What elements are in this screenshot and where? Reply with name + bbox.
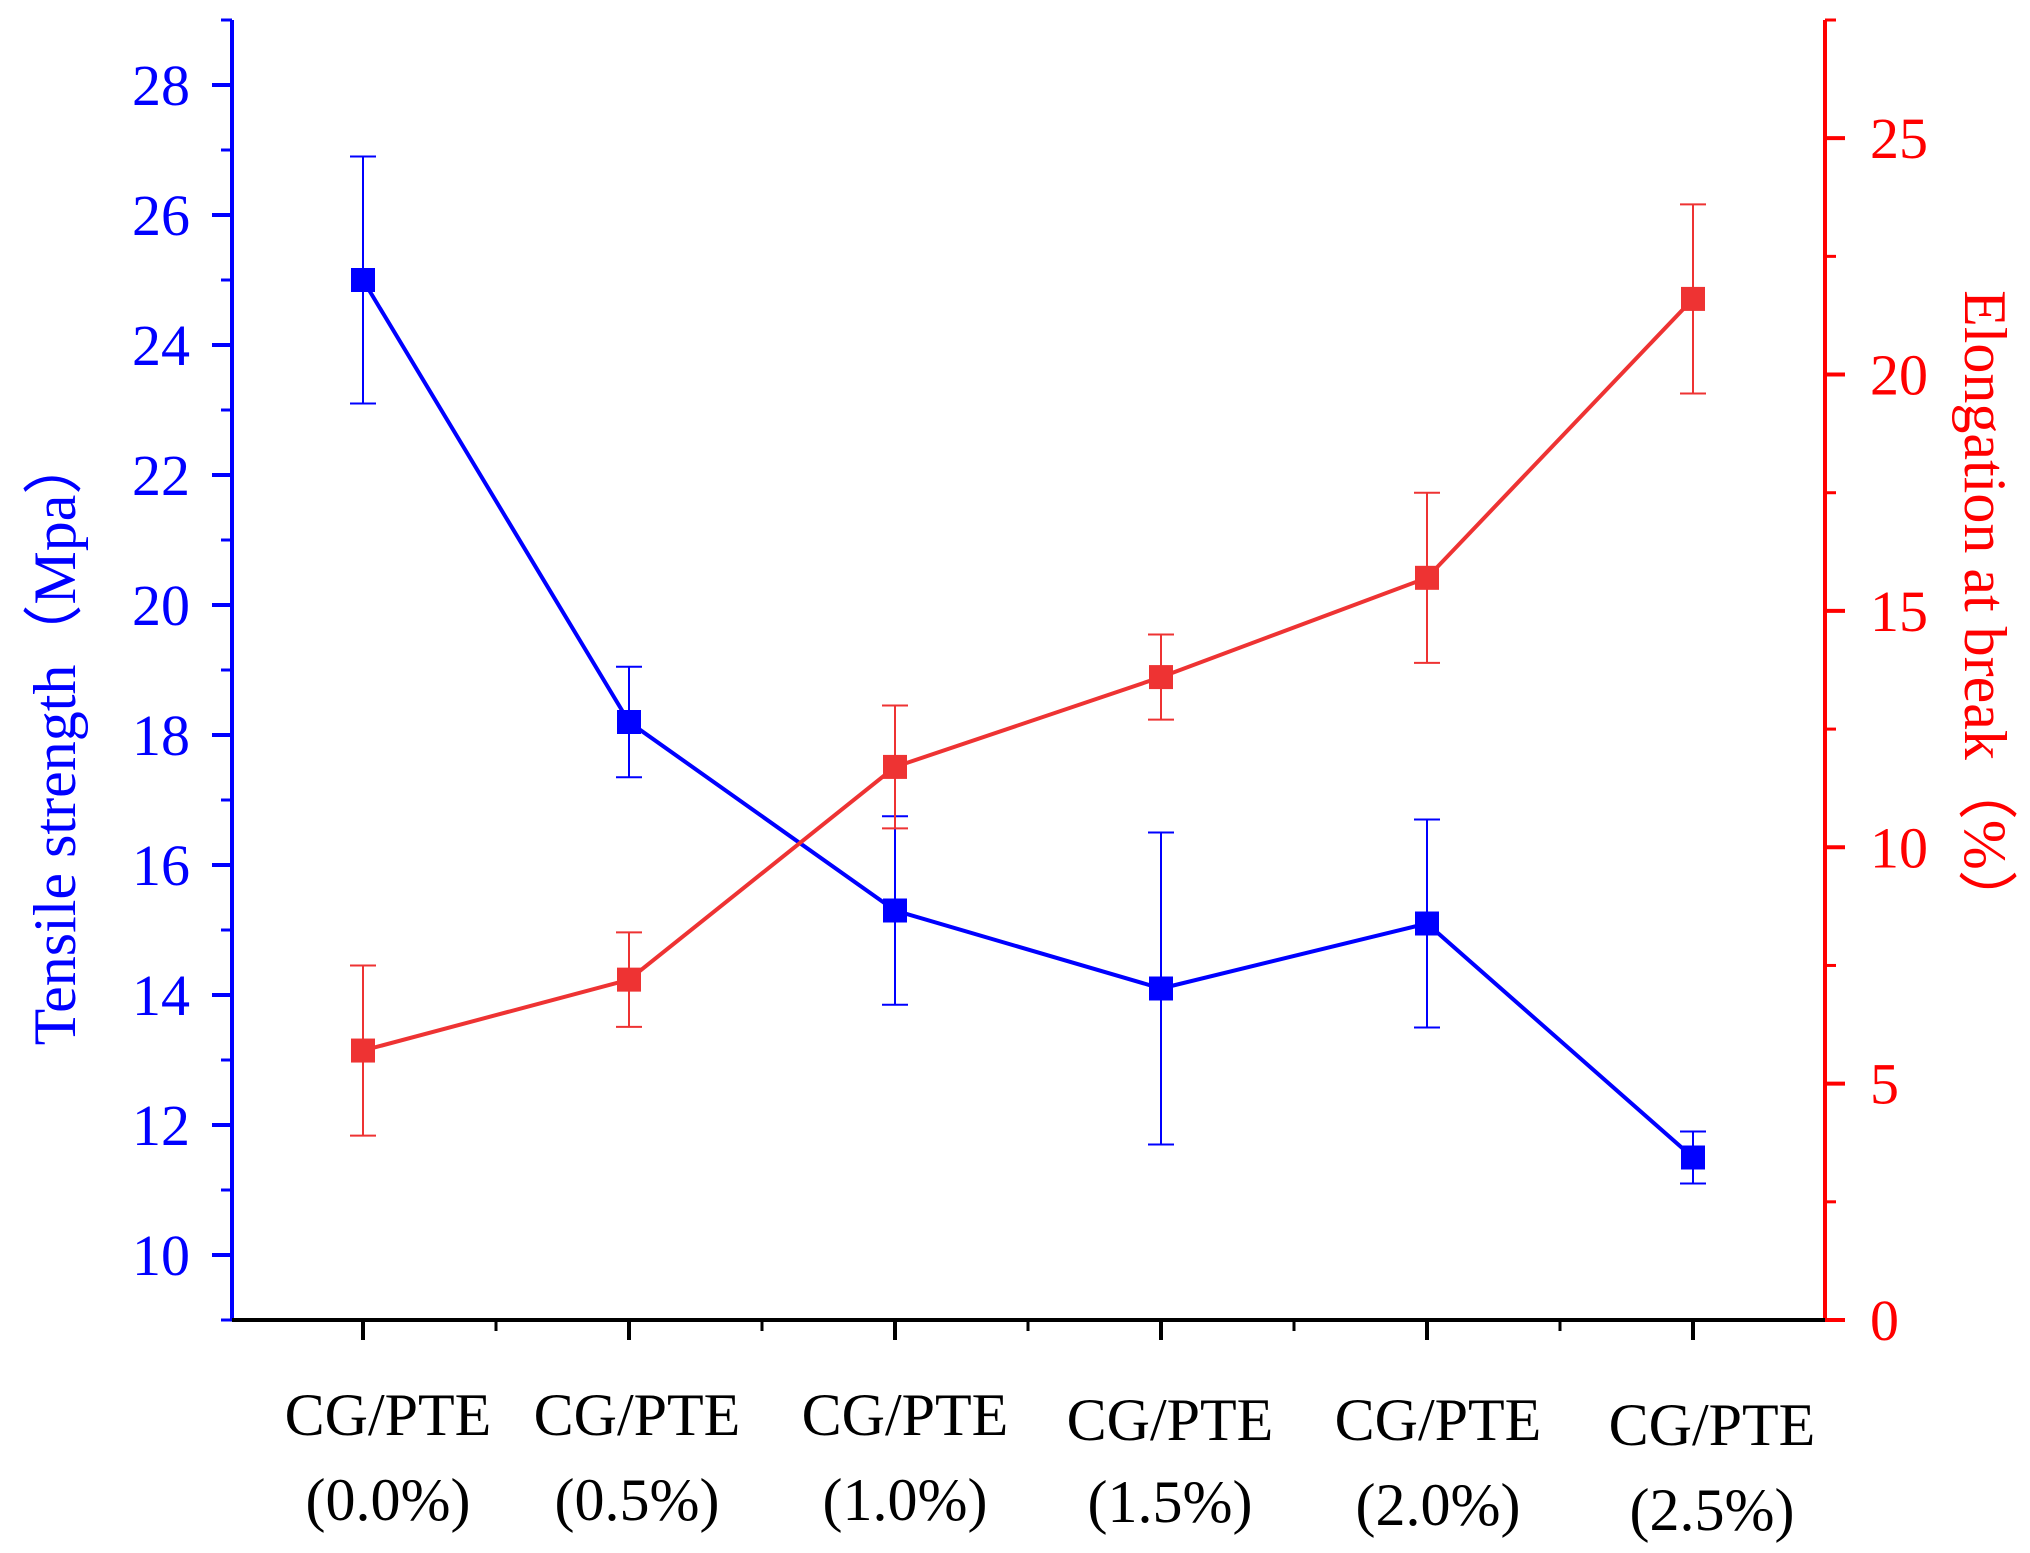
left-axis-title: Tensile strength（Mpa） xyxy=(22,435,88,1046)
data-point xyxy=(1681,1145,1705,1170)
right-axis-title: Elongation at break（%） xyxy=(1952,290,2018,930)
x-axis: CG/PTE (0.0%) CG/PTE (0.5%) CG/PTE (1.0%) CG/P… xyxy=(232,1318,1825,1543)
data-point xyxy=(883,898,907,923)
left-tick-label: 10 xyxy=(132,1223,190,1288)
left-tick-label: 16 xyxy=(132,833,190,898)
left-y-axis: 10 12 14 16 18 20 22 24 26 28 xyxy=(132,18,234,1322)
x-tick-label: (2.0%) xyxy=(1356,1472,1521,1538)
x-tick-label: CG/PTE xyxy=(1067,1387,1274,1453)
data-point xyxy=(1149,665,1173,690)
left-tick-label: 12 xyxy=(132,1093,190,1158)
x-tick-label: CG/PTE xyxy=(1335,1387,1542,1453)
data-point xyxy=(351,268,375,292)
x-tick-label: CG/PTE xyxy=(802,1382,1009,1448)
series-layer xyxy=(350,155,1706,1185)
series-tensile-strength xyxy=(350,155,1706,1185)
x-tick-label: (0.5%) xyxy=(555,1467,720,1533)
data-point xyxy=(1149,976,1173,1001)
data-point xyxy=(883,754,907,779)
right-tick-label: 25 xyxy=(1870,106,1928,171)
data-point xyxy=(1415,911,1439,936)
left-tick-label: 18 xyxy=(132,703,190,768)
data-point xyxy=(1681,286,1705,311)
series-line xyxy=(361,278,1695,1160)
data-point xyxy=(351,1038,375,1063)
series-line xyxy=(362,297,1695,1053)
x-tick-label: (1.5%) xyxy=(1088,1469,1253,1535)
left-tick-label: 26 xyxy=(132,183,190,248)
right-tick-label: 5 xyxy=(1870,1052,1899,1117)
x-tick-label: (1.0%) xyxy=(823,1467,988,1533)
right-tick-label: 0 xyxy=(1870,1288,1899,1353)
x-tick-label: CG/PTE xyxy=(1609,1392,1816,1458)
series-elongation-at-break xyxy=(350,203,1706,1137)
right-tick-label: 10 xyxy=(1870,815,1928,880)
left-tick-label: 22 xyxy=(132,443,190,508)
x-tick-label: CG/PTE xyxy=(285,1382,492,1448)
data-point xyxy=(617,967,641,992)
data-point xyxy=(617,710,641,734)
left-tick-label: 24 xyxy=(132,313,190,378)
left-tick-label: 28 xyxy=(132,53,190,118)
x-tick-label: CG/PTE xyxy=(534,1382,741,1448)
data-point xyxy=(1415,565,1439,590)
right-y-axis: 0 5 10 15 20 25 xyxy=(1823,18,1928,1353)
x-tick-label: (2.5%) xyxy=(1630,1477,1795,1543)
right-tick-label: 15 xyxy=(1870,579,1928,644)
x-tick-label: (0.0%) xyxy=(306,1467,471,1533)
left-tick-label: 20 xyxy=(132,573,190,638)
left-tick-label: 14 xyxy=(132,963,190,1028)
right-tick-label: 20 xyxy=(1870,343,1928,408)
